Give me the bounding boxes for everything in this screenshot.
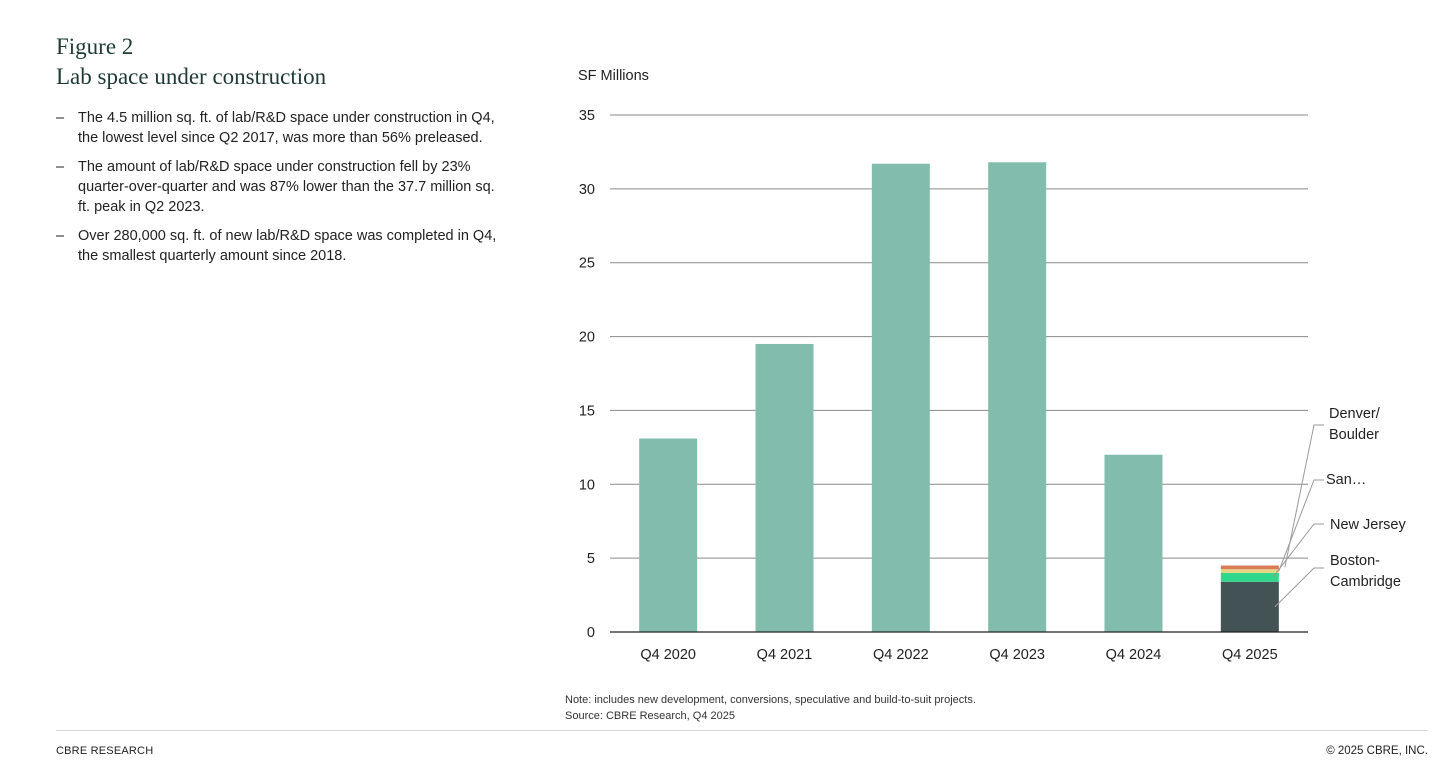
y-tick-label: 5: [587, 551, 595, 567]
x-tick-label: Q4 2020: [640, 647, 696, 663]
y-tick-label: 15: [579, 403, 595, 419]
series-label: New Jersey: [1330, 517, 1406, 533]
y-axis-title: SF Millions: [578, 68, 649, 84]
x-tick-label: Q4 2021: [757, 647, 813, 663]
bullet-item: – The amount of lab/R&D space under cons…: [56, 157, 506, 217]
stacked-segment: [1220, 572, 1279, 582]
note-line: Note: includes new development, conversi…: [565, 694, 976, 706]
stacked-segment: [1220, 569, 1279, 573]
y-tick-label: 25: [579, 256, 595, 272]
leader-line: [1274, 567, 1324, 608]
footer-brand: CBRE RESEARCH: [56, 745, 154, 757]
y-tick-label: 35: [579, 108, 595, 124]
bar: [1104, 454, 1163, 632]
x-tick-label: Q4 2022: [873, 647, 929, 663]
y-tick-label: 30: [579, 182, 595, 198]
figure-label: Figure 2: [56, 34, 134, 59]
bullet-text: The 4.5 million sq. ft. of lab/R&D space…: [78, 110, 495, 146]
series-label: San…: [1326, 472, 1366, 488]
leader-line: [1278, 479, 1324, 572]
stacked-segment: [1220, 581, 1279, 632]
bullet-text: Over 280,000 sq. ft. of new lab/R&D spac…: [78, 228, 497, 264]
bar: [871, 163, 930, 632]
y-tick-label: 20: [579, 330, 595, 346]
leader-line: [1284, 424, 1324, 568]
bullet-text: The amount of lab/R&D space under constr…: [78, 159, 495, 215]
bar: [639, 438, 698, 632]
footer-divider: [56, 730, 1428, 731]
bullet-item: – Over 280,000 sq. ft. of new lab/R&D sp…: [56, 226, 506, 266]
chart-note: Note: includes new development, conversi…: [565, 692, 976, 724]
figure-title: Lab space under construction: [56, 64, 327, 89]
y-tick-label: 0: [587, 625, 595, 641]
y-tick-label: 10: [579, 477, 595, 493]
source-line: Source: CBRE Research, Q4 2025: [565, 710, 735, 722]
bullet-dash: –: [56, 159, 65, 175]
bar: [755, 343, 814, 632]
series-label: Boulder: [1329, 427, 1379, 443]
x-tick-label: Q4 2025: [1222, 647, 1278, 663]
x-tick-label: Q4 2024: [1106, 647, 1162, 663]
bar: [988, 162, 1047, 633]
stacked-segment: [1220, 565, 1279, 570]
series-label: Cambridge: [1330, 574, 1401, 590]
series-label: Boston-: [1330, 553, 1380, 569]
bullet-item: – The 4.5 million sq. ft. of lab/R&D spa…: [56, 108, 506, 148]
bullet-dash: –: [56, 228, 65, 244]
series-label: Denver/: [1329, 406, 1381, 422]
leader-line: [1272, 523, 1324, 578]
x-tick-label: Q4 2023: [989, 647, 1045, 663]
bullet-list: – The 4.5 million sq. ft. of lab/R&D spa…: [56, 108, 506, 275]
footer-copyright: © 2025 CBRE, INC.: [1326, 745, 1428, 757]
bullet-dash: –: [56, 110, 65, 126]
bar-chart: SF Millions 0 5 10 15 20 25 30 35 Q4 2020 Q4 2021 Q…: [578, 68, 1406, 663]
